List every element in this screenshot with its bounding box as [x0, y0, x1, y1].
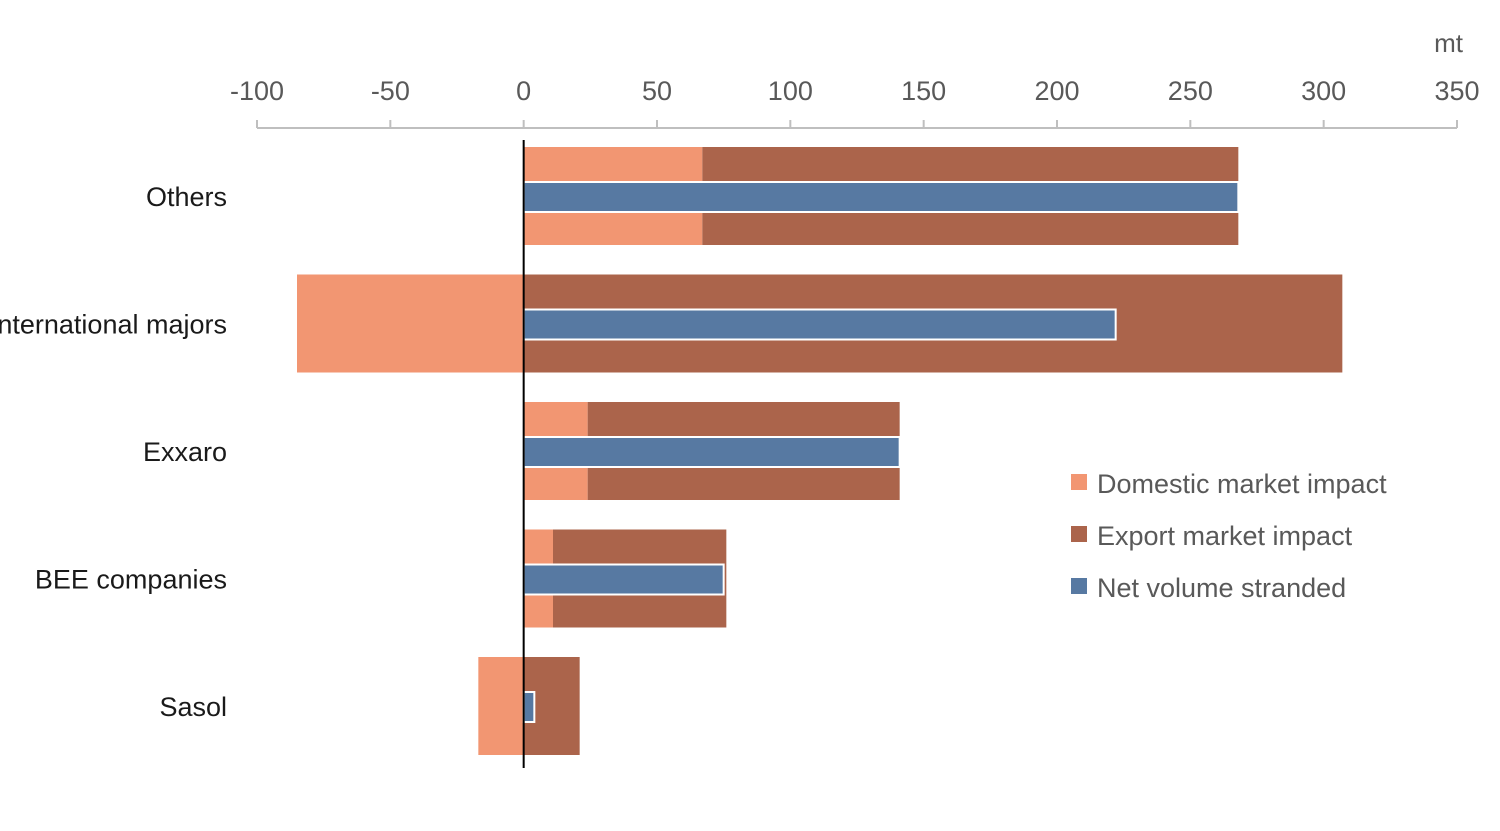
x-tick-label: 150 [901, 76, 946, 106]
category-label: Sasol [159, 692, 227, 722]
legend-swatch [1071, 526, 1087, 542]
legend-label: Export market impact [1097, 521, 1353, 551]
bar-net [522, 691, 536, 723]
x-tick-label: 200 [1034, 76, 1079, 106]
bar-domestic [478, 657, 524, 755]
category-label: Exxaro [143, 437, 227, 467]
x-tick-label: 250 [1168, 76, 1213, 106]
x-tick-label: 0 [516, 76, 531, 106]
category-label: Others [146, 182, 227, 212]
unit-label: mt [1434, 28, 1464, 58]
bar-net [522, 563, 725, 596]
x-tick-label: 50 [642, 76, 672, 106]
category-label: International majors [0, 310, 227, 340]
bar-domestic [297, 274, 524, 373]
legend-swatch [1071, 578, 1087, 594]
bar-net [522, 181, 1240, 213]
x-tick-label: -50 [371, 76, 410, 106]
legend-swatch [1071, 474, 1087, 490]
x-tick-label: 100 [768, 76, 813, 106]
legend-label: Net volume stranded [1097, 573, 1346, 603]
bar-net [522, 436, 901, 468]
legend-label: Domestic market impact [1097, 469, 1387, 499]
category-label: BEE companies [35, 565, 227, 595]
bar-layer [297, 140, 1343, 768]
legend: Domestic market impact Export market impa… [1071, 469, 1387, 603]
x-tick-label: 350 [1434, 76, 1479, 106]
x-tick-label: 300 [1301, 76, 1346, 106]
bar-net [522, 308, 1117, 341]
axis-layer: mt -100 -50 0 50 100 150 200 250 300 350 Others Inte… [0, 28, 1480, 722]
x-tick-label: -100 [230, 76, 284, 106]
